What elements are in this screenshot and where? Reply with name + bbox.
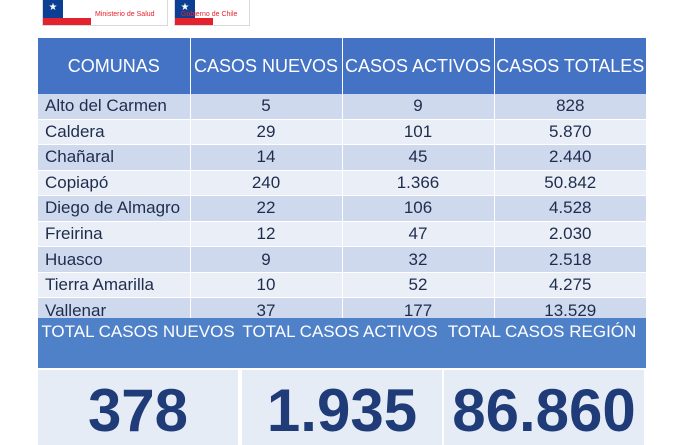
cell-nuevos: 10 [190, 272, 343, 299]
table-row: Caldera 29 101 5.870 [38, 119, 646, 146]
cell-comuna: Huasco [38, 246, 191, 273]
ministerio-de-salud-label: Ministerio de Salud [95, 11, 155, 18]
cell-nuevos: 12 [190, 221, 343, 248]
cell-activos: 52 [342, 272, 495, 299]
cell-nuevos: 29 [190, 119, 343, 146]
column-header-casos-nuevos: CASOS NUEVOS [190, 38, 343, 94]
ministerio-de-salud-logo: ★ Ministerio de Salud [42, 0, 168, 26]
cell-nuevos: 5 [190, 94, 343, 120]
total-region-box: 86.860 [444, 370, 644, 445]
cell-totales: 50.842 [494, 170, 646, 197]
cell-activos: 9 [342, 94, 495, 120]
cell-comuna: Tierra Amarilla [38, 272, 191, 299]
cell-totales: 4.528 [494, 195, 646, 222]
column-header-casos-activos: CASOS ACTIVOS [342, 38, 495, 94]
cell-nuevos: 240 [190, 170, 343, 197]
totals-values: 378 1.935 86.860 [38, 370, 646, 445]
cell-totales: 2.440 [494, 144, 646, 171]
total-nuevos-value: 378 [87, 377, 189, 444]
total-region-value: 86.860 [452, 377, 636, 444]
cell-activos: 106 [342, 195, 495, 222]
cell-nuevos: 14 [190, 144, 343, 171]
cell-totales: 5.870 [494, 119, 646, 146]
cell-activos: 1.366 [342, 170, 495, 197]
cell-nuevos: 22 [190, 195, 343, 222]
table-row: Copiapó 240 1.366 50.842 [38, 170, 646, 197]
table-row: Tierra Amarilla 10 52 4.275 [38, 272, 646, 299]
column-header-casos-totales: CASOS TOTALES [494, 38, 646, 94]
table-header-row: COMUNAS CASOS NUEVOS CASOS ACTIVOS CASOS… [38, 38, 646, 94]
total-region-label: TOTAL CASOS REGIÓN [447, 322, 637, 341]
cell-activos: 45 [342, 144, 495, 171]
cell-activos: 32 [342, 246, 495, 273]
cell-comuna: Caldera [38, 119, 191, 146]
cell-activos: 47 [342, 221, 495, 248]
cell-comuna: Copiapó [38, 170, 191, 197]
total-nuevos-box: 378 [38, 370, 238, 445]
totals-header-band: TOTAL CASOS NUEVOS TOTAL CASOS ACTIVOS T… [38, 318, 646, 368]
total-activos-value: 1.935 [266, 377, 418, 444]
table-row: Freirina 12 47 2.030 [38, 221, 646, 248]
cell-comuna: Diego de Almagro [38, 195, 191, 222]
cell-totales: 2.518 [494, 246, 646, 273]
cases-table: COMUNAS CASOS NUEVOS CASOS ACTIVOS CASOS… [38, 38, 646, 324]
cell-totales: 828 [494, 94, 646, 120]
total-activos-box: 1.935 [242, 370, 442, 445]
logo-bar: ★ Ministerio de Salud ★ Gobierno de Chil… [0, 0, 679, 30]
cell-activos: 101 [342, 119, 495, 146]
table-row: Alto del Carmen 5 9 828 [38, 94, 646, 120]
cell-nuevos: 9 [190, 246, 343, 273]
column-header-comunas: COMUNAS [38, 38, 191, 94]
cell-comuna: Freirina [38, 221, 191, 248]
cell-comuna: Alto del Carmen [38, 94, 191, 120]
cell-comuna: Chañaral [38, 144, 191, 171]
cases-table-container: COMUNAS CASOS NUEVOS CASOS ACTIVOS CASOS… [38, 38, 646, 324]
table-row: Huasco 9 32 2.518 [38, 246, 646, 273]
cell-totales: 4.275 [494, 272, 646, 299]
total-activos-label: TOTAL CASOS ACTIVOS [242, 322, 438, 341]
table-row: Chañaral 14 45 2.440 [38, 144, 646, 171]
table-row: Diego de Almagro 22 106 4.528 [38, 195, 646, 222]
gobierno-de-chile-label: Gobierno de Chile [181, 11, 238, 18]
cell-totales: 2.030 [494, 221, 646, 248]
gobierno-de-chile-logo: ★ Gobierno de Chile [174, 0, 250, 26]
total-nuevos-label: TOTAL CASOS NUEVOS [41, 322, 235, 341]
